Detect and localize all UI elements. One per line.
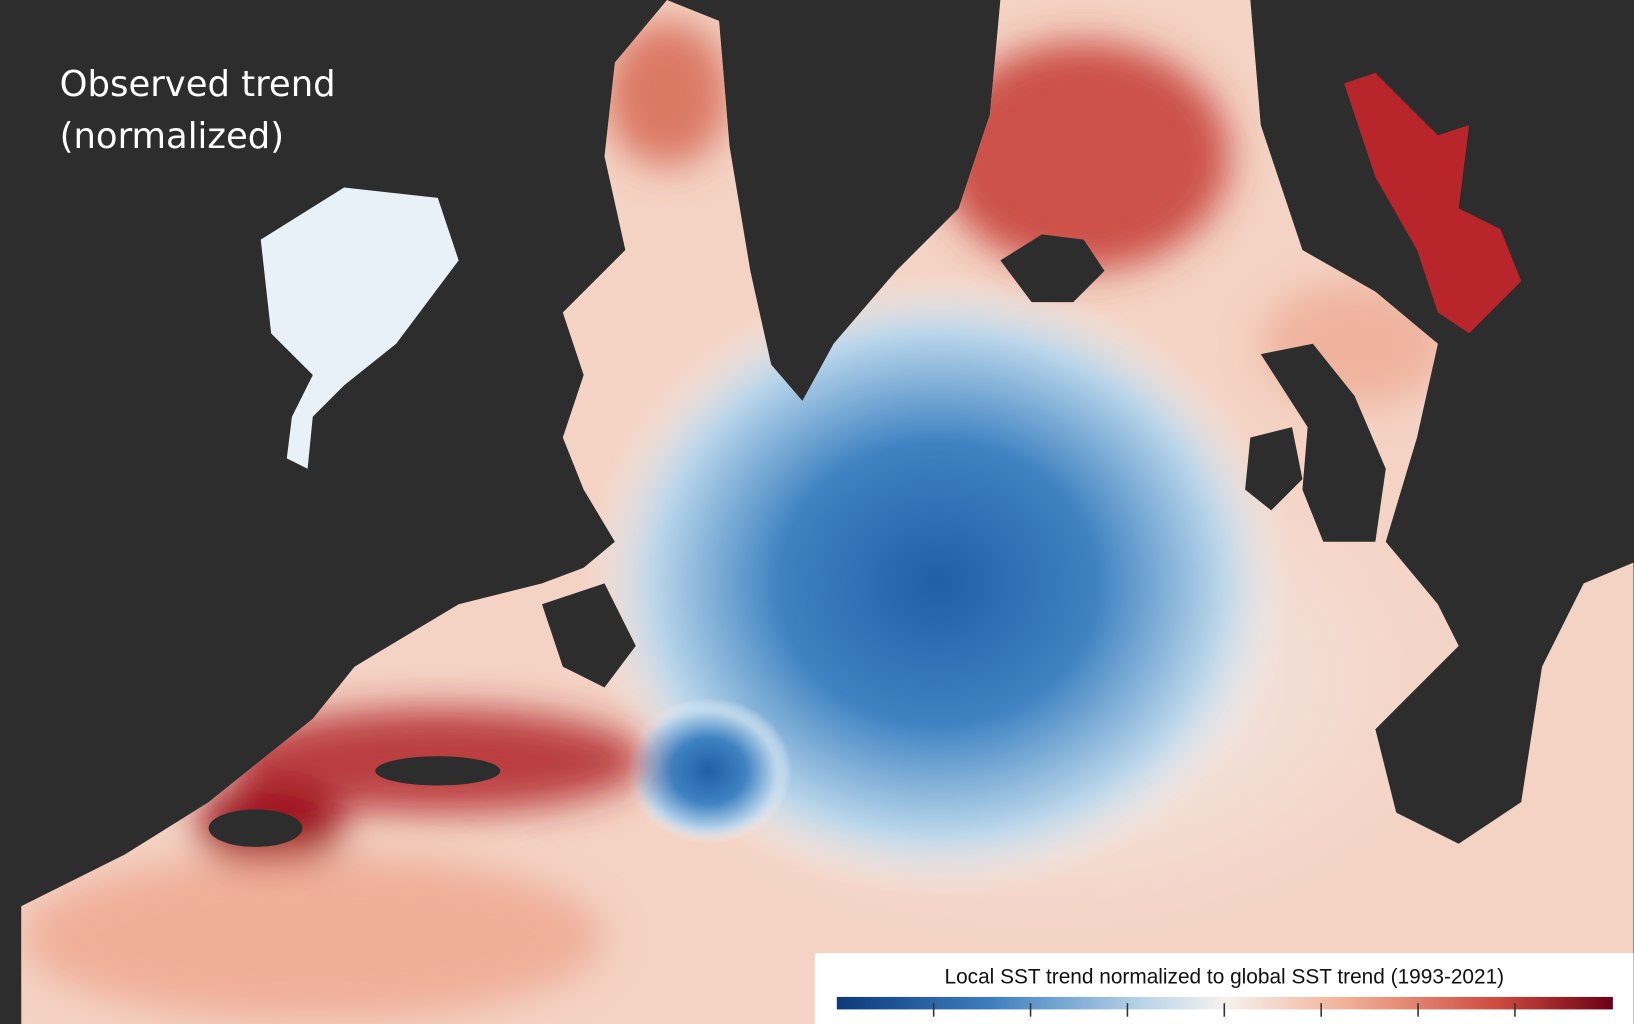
baffin-warming (604, 20, 730, 167)
cooling-spot (625, 697, 792, 844)
great-britain (1260, 343, 1386, 542)
land-patch (375, 756, 501, 786)
iceland (1000, 234, 1105, 303)
colorbar: Local SST trend normalized to global SST… (814, 953, 1634, 1024)
map-title: Observed trend (60, 64, 336, 105)
map-title: (normalized) (60, 116, 284, 157)
newfoundland (541, 583, 636, 688)
nordic-warming (937, 41, 1230, 271)
baltic-sea (1344, 72, 1522, 334)
colorbar-ticks (932, 1003, 1516, 1017)
colorbar-title: Local SST trend normalized to global SST… (945, 965, 1505, 988)
hudson-bay (260, 187, 459, 469)
ireland (1245, 427, 1303, 511)
land-patch (208, 809, 303, 847)
subtropical-warming (21, 854, 605, 1021)
